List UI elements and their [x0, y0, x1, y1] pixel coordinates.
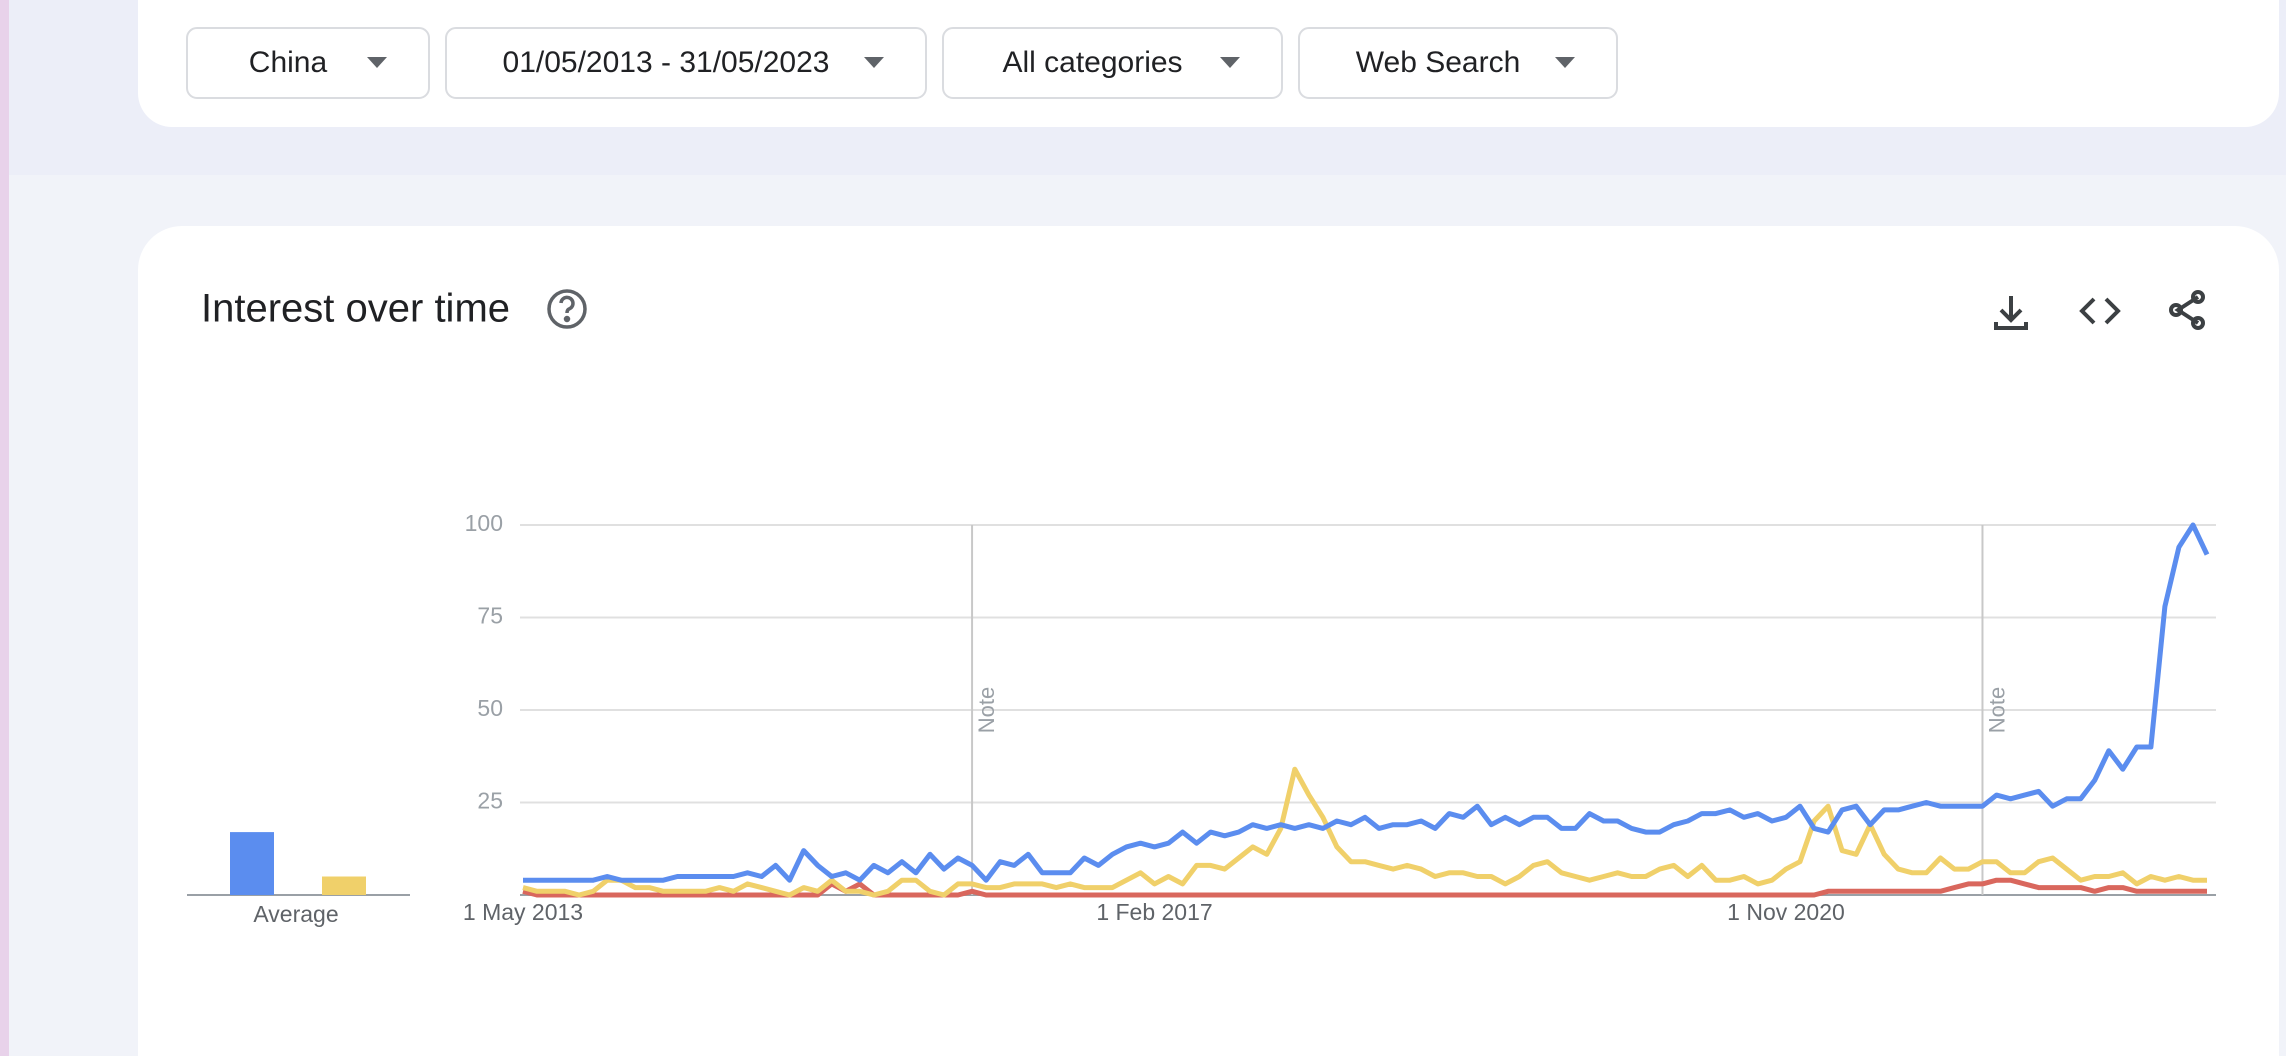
y-tick-label: 75: [477, 603, 503, 629]
share-icon[interactable]: [2169, 290, 2205, 330]
average-bar: [322, 876, 366, 895]
dropdown-arrow[interactable]: [1555, 57, 1575, 68]
download-icon[interactable]: [1994, 296, 2028, 330]
dropdown-box[interactable]: [942, 27, 1283, 99]
dropdown-label[interactable]: All categories: [1002, 46, 1182, 79]
average-label: Average: [253, 901, 338, 927]
note-label: Note: [974, 687, 999, 733]
chart-card: [138, 226, 2279, 1056]
dropdown-label[interactable]: Web Search: [1356, 46, 1521, 79]
dropdown-box[interactable]: [186, 27, 430, 99]
x-tick-label: 1 Feb 2017: [1096, 899, 1212, 925]
card-title: Interest over time: [201, 287, 510, 331]
filter-dropdown[interactable]: Web Search: [1298, 27, 1618, 99]
series-line: [523, 522, 2210, 883]
note-label: Note: [1984, 687, 2009, 733]
average-bar: [230, 832, 274, 895]
y-tick-label: 25: [477, 788, 503, 814]
filter-dropdown[interactable]: All categories: [942, 27, 1283, 99]
dropdown-arrow[interactable]: [864, 57, 884, 68]
dropdown-box[interactable]: [445, 27, 927, 99]
x-tick-label: 1 Nov 2020: [1727, 899, 1845, 925]
series-line: [522, 766, 2207, 898]
dropdown-label[interactable]: 01/05/2013 - 31/05/2023: [503, 46, 830, 79]
y-tick-label: 100: [465, 510, 503, 536]
filter-dropdown[interactable]: China: [186, 27, 430, 99]
dropdown-box[interactable]: [1298, 27, 1618, 99]
dropdown-arrow[interactable]: [367, 57, 387, 68]
help-icon[interactable]: [547, 289, 587, 329]
left-edge: [0, 0, 9, 1056]
series-line: [522, 877, 2207, 898]
filter-dropdown[interactable]: 01/05/2013 - 31/05/2023: [445, 27, 927, 99]
dropdown-label[interactable]: China: [249, 46, 328, 79]
embed-icon[interactable]: [2079, 297, 2121, 325]
dropdown-arrow[interactable]: [1220, 57, 1240, 68]
x-tick-label: 1 May 2013: [463, 899, 583, 925]
y-tick-label: 50: [477, 695, 503, 721]
